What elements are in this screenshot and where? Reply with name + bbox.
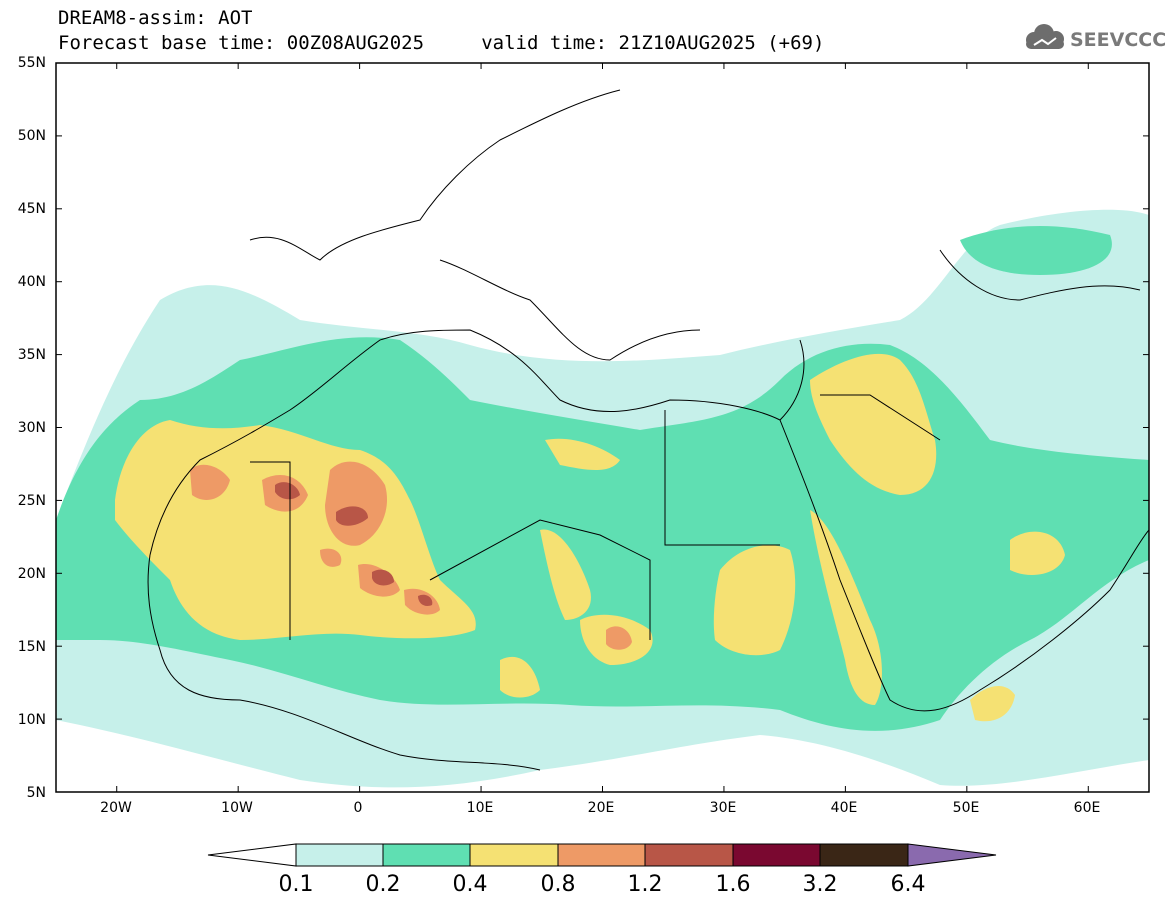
lon-tick-label: 0 [353, 800, 363, 816]
aot-field [56, 63, 1149, 792]
colorbar [207, 843, 997, 867]
lon-tick-label: 20E [587, 800, 615, 816]
lon-tick-label: 30E [709, 800, 737, 816]
lat-tick-label: 5N [26, 785, 46, 801]
colorbar-swatch [469, 843, 559, 867]
lat-tick-label: 20N [17, 566, 46, 582]
colorbar-swatch [644, 843, 734, 867]
lon-tick-label: 50E [952, 800, 980, 816]
lat-tick-label: 25N [17, 493, 46, 509]
colorbar-label: 3.2 [802, 872, 838, 897]
lon-tick-label: 10W [221, 800, 253, 816]
colorbar-label: 6.4 [890, 872, 926, 897]
lat-tick-label: 35N [17, 347, 46, 363]
lon-tick-label: 10E [466, 800, 494, 816]
cloud-icon [1026, 24, 1064, 49]
colorbar-swatch [557, 843, 646, 867]
colorbar-swatch [819, 843, 909, 867]
lon-tick-label: 20W [100, 800, 132, 816]
colorbar-swatch [295, 843, 384, 867]
colorbar-swatch [382, 843, 471, 867]
colorbar-label: 1.6 [715, 872, 751, 897]
map-title: DREAM8-assim: AOT [58, 7, 253, 29]
colorbar-label: 1.2 [627, 872, 663, 897]
seevccc-logo: SEEVCCC [1070, 29, 1165, 51]
colorbar-under-arrow [207, 843, 297, 867]
colorbar-label: 0.2 [365, 872, 401, 897]
colorbar-label: 0.4 [452, 872, 488, 897]
lon-tick-label: 60E [1073, 800, 1101, 816]
coastlines [147, 89, 1149, 771]
lat-tick-label: 15N [17, 639, 46, 655]
colorbar-label: 0.1 [278, 872, 314, 897]
lat-tick-label: 45N [17, 201, 46, 217]
lat-tick-label: 50N [17, 128, 46, 144]
colorbar-swatch [732, 843, 821, 867]
colorbar-label: 0.8 [540, 872, 576, 897]
lat-tick-label: 30N [17, 420, 46, 436]
lat-tick-label: 10N [17, 712, 46, 728]
lon-tick-label: 40E [830, 800, 858, 816]
colorbar-over-arrow [907, 843, 997, 867]
lat-tick-label: 55N [17, 55, 46, 71]
forecast-times: Forecast base time: 00Z08AUG2025 valid t… [58, 32, 825, 54]
lat-tick-label: 40N [17, 274, 46, 290]
